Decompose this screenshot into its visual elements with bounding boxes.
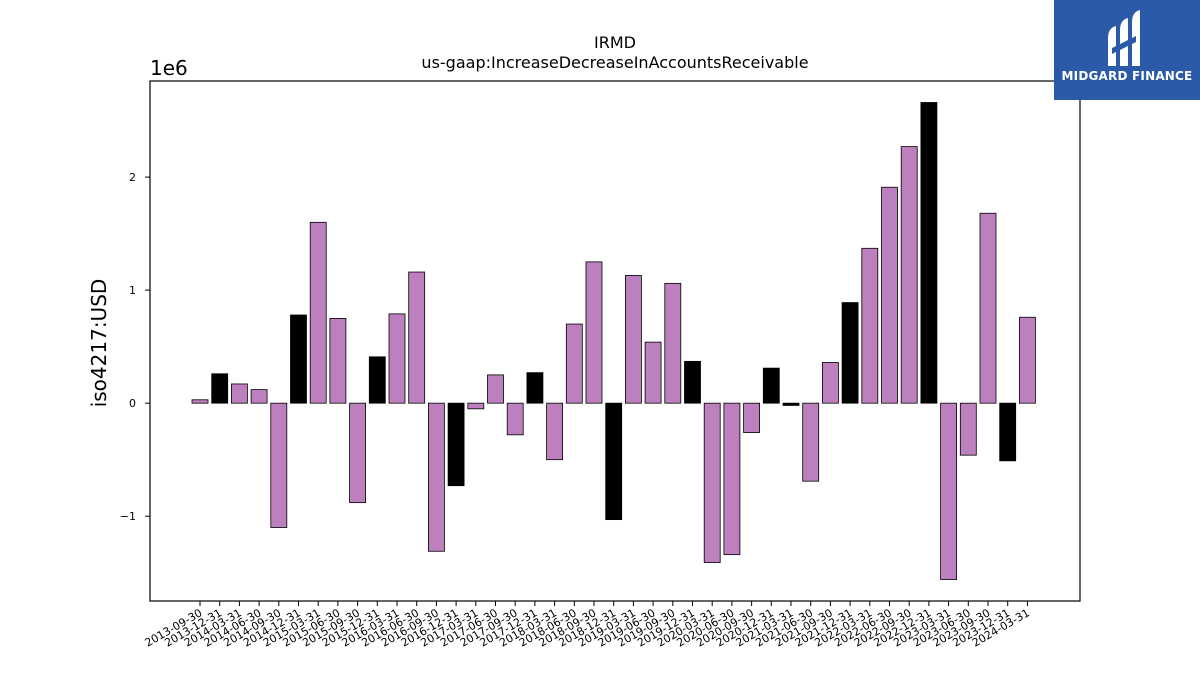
y-ticks: −1 0 1 2	[120, 171, 150, 523]
bar-2021-06-30	[802, 402, 820, 482]
midgard-logo-icon	[1108, 10, 1140, 66]
bar-2022-12-31	[920, 102, 938, 404]
bar-2014-09-30	[270, 402, 288, 528]
bar-2017-03-31	[467, 402, 485, 410]
bar-2022-09-30	[900, 146, 918, 404]
plot-frame	[149, 80, 1081, 602]
bar-2016-12-31	[447, 402, 465, 487]
bar-2014-03-31	[230, 383, 248, 404]
bar-2019-12-31	[684, 360, 701, 404]
bar-2019-03-31	[625, 275, 642, 404]
bar-2015-09-30	[349, 402, 367, 504]
bar-2014-12-31	[290, 314, 307, 404]
bar-2024-03-31	[1019, 316, 1036, 404]
bar-2020-03-31	[703, 402, 721, 563]
chart-subtitle: us-gaap:IncreaseDecreaseInAccountsReceiv…	[421, 53, 808, 72]
y-tick-label: 2	[129, 171, 136, 184]
bar-2021-12-31	[841, 302, 859, 404]
bar-2022-03-31	[861, 247, 879, 404]
bar-2017-12-31	[526, 372, 544, 404]
y-tick-label: 1	[129, 284, 136, 297]
bar-2015-12-31	[368, 356, 386, 404]
bar-2018-06-30	[565, 323, 583, 404]
chart-title: IRMD	[594, 33, 636, 52]
x-ticks: 2013-09-302013-12-312014-03-312014-06-30…	[143, 601, 1032, 650]
bar-2020-12-31	[762, 367, 780, 404]
bar-2014-06-30	[250, 389, 268, 404]
bar-2021-03-31	[782, 402, 800, 406]
bar-2015-06-30	[329, 317, 347, 404]
bar-2015-03-31	[309, 221, 327, 404]
bar-2023-06-30	[959, 402, 977, 456]
bar-2016-06-30	[408, 271, 426, 404]
bar-2017-06-30	[487, 374, 504, 404]
y-axis-label: iso4217:USD	[87, 279, 111, 408]
y-tick-label: 0	[129, 397, 136, 410]
y-tick-label: −1	[120, 510, 136, 523]
bar-2019-06-30	[644, 341, 662, 404]
bar-2023-09-30	[979, 212, 997, 404]
brand-name: MIDGARD FINANCE	[1061, 69, 1193, 83]
bar-2021-09-30	[822, 362, 839, 404]
bar-2020-09-30	[743, 402, 760, 433]
brand-logo: MIDGARD FINANCE	[1054, 0, 1200, 100]
bar-2013-12-31	[211, 373, 229, 404]
y-scale-label: 1e6	[150, 56, 188, 80]
bar-2018-03-31	[546, 402, 563, 461]
bars-group	[191, 102, 1036, 580]
bar-2018-12-31	[605, 402, 623, 521]
bar-2013-09-30	[191, 399, 209, 404]
bar-2023-03-31	[940, 402, 957, 580]
bar-2016-03-31	[388, 313, 406, 404]
bar-2019-09-30	[664, 282, 682, 404]
bar-2016-09-30	[427, 402, 445, 552]
bar-2022-06-30	[881, 186, 898, 404]
bar-2017-09-30	[506, 402, 524, 436]
bar-2023-12-31	[999, 402, 1017, 462]
bar-2020-06-30	[723, 402, 741, 556]
bar-2018-09-30	[585, 261, 603, 404]
